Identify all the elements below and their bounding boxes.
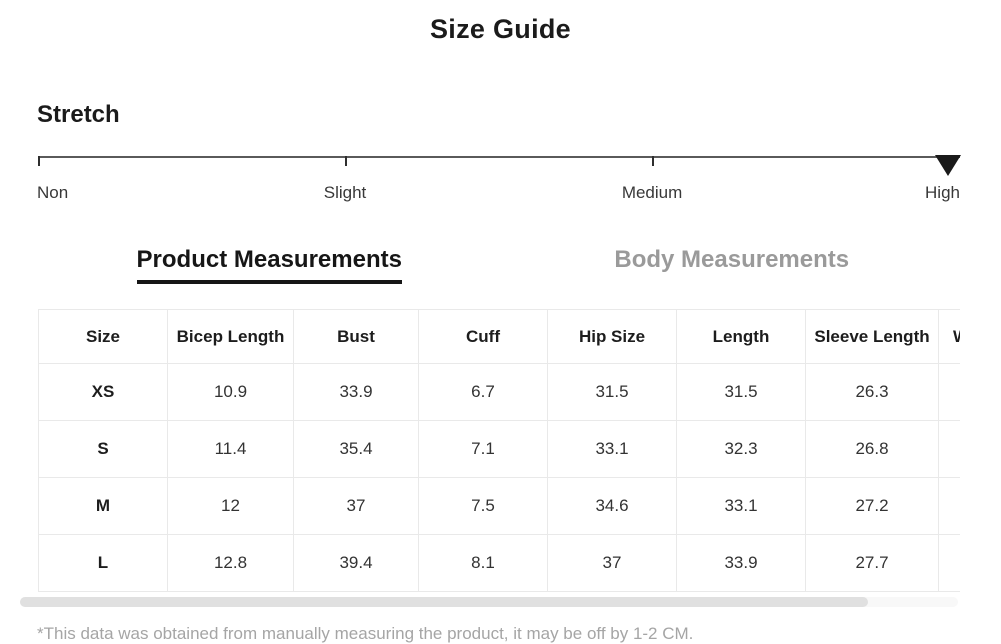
table-row: M 12 37 7.5 34.6 33.1 27.2 — [38, 477, 960, 535]
value-cell: 26.8 — [805, 420, 939, 478]
scale-tick-medium — [652, 156, 655, 166]
value-cell: 10.9 — [167, 363, 294, 421]
value-cell: 26.3 — [805, 363, 939, 421]
scale-label-slight: Slight — [323, 183, 367, 202]
value-cell: 27.2 — [805, 477, 939, 535]
column-header: Hip Size — [547, 309, 677, 364]
column-header: Length — [676, 309, 806, 364]
table-row: L 12.8 39.4 8.1 37 33.9 27.7 — [38, 534, 960, 592]
value-cell: 12.8 — [167, 534, 294, 592]
size-table: Size Bicep Length Bust Cuff Hip Size Length Sl… — [38, 309, 960, 592]
value-cell: 34.6 — [547, 477, 677, 535]
value-cell: 6.7 — [418, 363, 548, 421]
value-cell: 35.4 — [293, 420, 419, 478]
value-cell: 33.9 — [293, 363, 419, 421]
value-cell: 33.1 — [676, 477, 806, 535]
value-cell: 31.5 — [547, 363, 677, 421]
stretch-scale: Non Slight Medium High — [37, 155, 961, 220]
value-cell: 8.1 — [418, 534, 548, 592]
value-cell — [938, 534, 960, 592]
table-row: XS 10.9 33.9 6.7 31.5 31.5 26.3 — [38, 363, 960, 421]
column-header: Sleeve Length — [805, 309, 939, 364]
value-cell — [938, 363, 960, 421]
stretch-heading: Stretch — [37, 101, 120, 128]
tab-label: Body Measurements — [614, 246, 850, 273]
size-table-body: XS 10.9 33.9 6.7 31.5 31.5 26.3 S 11.4 35.4 7.1 33.… — [38, 363, 960, 592]
size-cell: M — [38, 477, 168, 535]
measurement-tabs: Product Measurements Body Measurements — [38, 246, 963, 284]
tab-product-measurements[interactable]: Product Measurements — [38, 246, 501, 284]
column-header: W — [938, 309, 960, 364]
horizontal-scrollbar[interactable] — [20, 597, 958, 607]
scale-label-medium: Medium — [621, 183, 683, 202]
value-cell — [938, 420, 960, 478]
scale-label-high: High — [925, 183, 960, 202]
value-cell: 32.3 — [676, 420, 806, 478]
value-cell: 33.9 — [676, 534, 806, 592]
value-cell: 7.1 — [418, 420, 548, 478]
value-cell: 11.4 — [167, 420, 294, 478]
value-cell: 31.5 — [676, 363, 806, 421]
table-header-row: Size Bicep Length Bust Cuff Hip Size Length Sl… — [38, 309, 960, 364]
scale-tick-non — [38, 156, 40, 166]
value-cell: 27.7 — [805, 534, 939, 592]
value-cell: 37 — [547, 534, 677, 592]
size-cell: XS — [38, 363, 168, 421]
column-header: Bust — [293, 309, 419, 364]
column-header: Size — [38, 309, 168, 364]
value-cell: 7.5 — [418, 477, 548, 535]
scale-line — [38, 156, 960, 158]
column-header: Cuff — [418, 309, 548, 364]
value-cell: 12 — [167, 477, 294, 535]
table-row: S 11.4 35.4 7.1 33.1 32.3 26.8 — [38, 420, 960, 478]
scrollbar-thumb[interactable] — [20, 597, 868, 607]
stretch-marker-icon — [935, 155, 961, 176]
scale-label-non: Non — [37, 183, 69, 202]
size-cell: S — [38, 420, 168, 478]
size-table-viewport: Size Bicep Length Bust Cuff Hip Size Length Sl… — [38, 309, 960, 592]
value-cell: 33.1 — [547, 420, 677, 478]
column-header: Bicep Length — [167, 309, 294, 364]
value-cell: 39.4 — [293, 534, 419, 592]
tab-label: Product Measurements — [136, 246, 402, 284]
value-cell — [938, 477, 960, 535]
scale-tick-slight — [345, 156, 348, 166]
page-title: Size Guide — [429, 14, 572, 44]
value-cell: 37 — [293, 477, 419, 535]
footnote: *This data was obtained from manually me… — [37, 624, 694, 643]
size-cell: L — [38, 534, 168, 592]
tab-body-measurements[interactable]: Body Measurements — [501, 246, 964, 284]
